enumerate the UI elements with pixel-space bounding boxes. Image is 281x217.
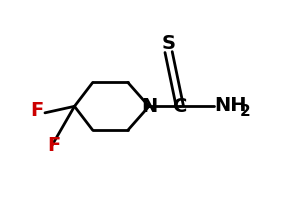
Text: S: S bbox=[162, 34, 176, 53]
Text: F: F bbox=[47, 136, 60, 155]
Text: NH: NH bbox=[214, 96, 247, 115]
Text: 2: 2 bbox=[239, 104, 250, 119]
Text: C: C bbox=[173, 97, 187, 116]
Text: F: F bbox=[30, 101, 44, 120]
Text: N: N bbox=[141, 97, 157, 116]
